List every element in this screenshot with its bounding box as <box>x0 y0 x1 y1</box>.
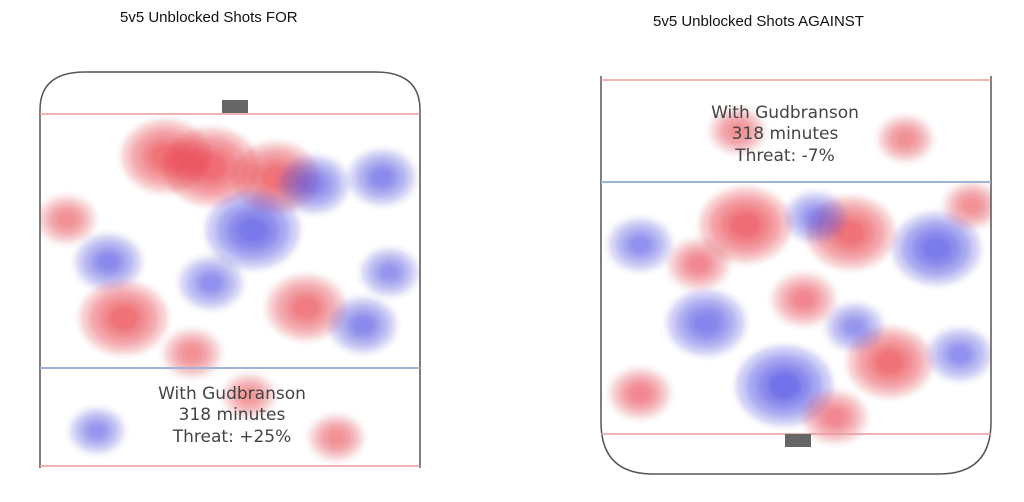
hotspot-positive <box>326 429 347 446</box>
heatmap-for-panel: With Gudbranson 318 minutes Threat: +25% <box>39 71 421 468</box>
hotspot-negative <box>844 318 865 336</box>
annotation-line-1: With Gudbranson <box>711 103 859 123</box>
hotspot-negative <box>236 216 270 244</box>
annotation-against: With Gudbranson 318 minutes Threat: -7% <box>711 103 859 166</box>
hotspot-positive <box>629 384 651 403</box>
hotspot-negative <box>921 235 952 262</box>
hotspot-positive <box>292 296 320 319</box>
hotspot-positive <box>56 211 77 229</box>
hotspot-negative <box>628 235 652 254</box>
hotspot-negative <box>692 311 720 335</box>
annotation-line-3: Threat: +25% <box>172 427 291 447</box>
rink-boards <box>39 71 421 468</box>
hotspot-positive <box>150 143 181 169</box>
hotspot-positive <box>792 290 815 309</box>
hotspot-negative <box>87 422 107 439</box>
hotspot-negative <box>199 273 223 293</box>
hotspot-positive <box>181 344 203 362</box>
hotspot-positive <box>961 197 982 214</box>
hotspot-layer <box>40 119 419 461</box>
hotspot-positive <box>729 212 762 239</box>
hotspot-positive <box>727 122 748 139</box>
hotspot-positive <box>823 407 847 427</box>
annotation-line-3: Threat: -7% <box>734 146 835 166</box>
hotspot-negative <box>804 208 827 227</box>
annotation-for: With Gudbranson 318 minutes Threat: +25% <box>158 384 306 447</box>
hotspot-positive <box>108 305 139 331</box>
goal-net <box>785 434 811 447</box>
hotspot-negative <box>96 252 121 272</box>
annotation-line-1: With Gudbranson <box>158 384 306 404</box>
annotation-line-2: 318 minutes <box>179 405 286 425</box>
hotspot-positive <box>687 255 710 274</box>
hotspot-positive <box>239 388 259 404</box>
hotspot-negative <box>767 371 802 400</box>
rink-boards <box>600 76 992 475</box>
hotspot-negative <box>370 167 394 188</box>
hotspot-negative <box>948 345 971 364</box>
annotation-line-2: 318 minutes <box>732 124 839 144</box>
hotspot-positive <box>895 130 915 147</box>
chart-title-for: 5v5 Unblocked Shots FOR <box>120 9 298 26</box>
hotspot-positive <box>874 350 905 375</box>
chart-title-against: 5v5 Unblocked Shots AGAINST <box>653 13 864 30</box>
hotspot-layer <box>607 108 991 444</box>
hotspot-negative <box>301 174 326 195</box>
hotspot-negative <box>379 263 400 281</box>
hotspot-negative <box>351 315 375 335</box>
heatmap-against-panel: With Gudbranson 318 minutes Threat: -7% <box>600 76 992 475</box>
goal-net <box>222 100 248 113</box>
